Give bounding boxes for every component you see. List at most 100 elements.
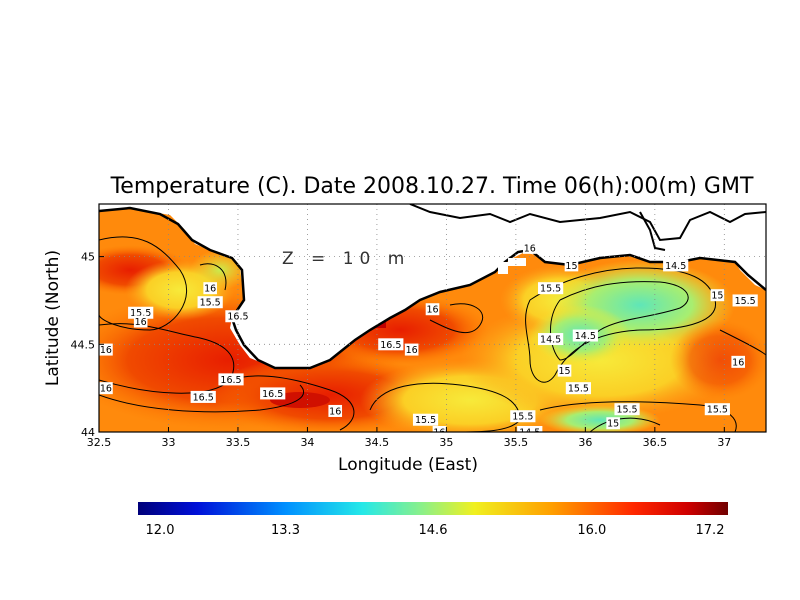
contour-label-text: 16.5 xyxy=(380,340,401,351)
contour-label: 16.5 xyxy=(260,387,286,400)
y-tick-label: 44 xyxy=(81,426,95,439)
colorbar-tick-label: 13.3 xyxy=(271,523,300,538)
x-tick-label: 33.5 xyxy=(226,436,251,449)
contour-label-box xyxy=(572,329,598,342)
contour-label: 16 xyxy=(133,315,148,328)
contour-label-text: 15 xyxy=(565,261,577,272)
contour-label-box xyxy=(538,333,564,346)
x-tick-label: 36.5 xyxy=(643,436,668,449)
contour-label-text: 14.5 xyxy=(665,261,686,272)
contour-label-box xyxy=(565,382,592,395)
contour-label-box xyxy=(203,282,217,295)
x-tick-label: 34.5 xyxy=(365,436,390,449)
depth-label: Z = 10 m xyxy=(282,249,410,269)
contour-label: 15.5 xyxy=(614,403,640,416)
contour-label-text: 15.5 xyxy=(707,405,728,416)
contour-label-text: 15 xyxy=(711,291,723,302)
contour-label-box xyxy=(510,410,536,423)
map-grid xyxy=(99,204,766,432)
contour-label-text: 14.5 xyxy=(519,428,540,439)
contour-label-text: 15.5 xyxy=(568,384,589,395)
contour-label-text: 15.5 xyxy=(735,296,756,307)
contour-label: 14.5 xyxy=(517,426,543,439)
contour-label: 16.5 xyxy=(378,338,404,351)
chart-title: Temperature (C). Date 2008.10.27. Time 0… xyxy=(110,174,754,199)
colorbar xyxy=(138,502,728,515)
azov-coastline xyxy=(409,204,766,242)
x-axis-label: Longitude (East) xyxy=(338,455,478,475)
contour-label: 16 xyxy=(425,303,440,316)
x-tick-label: 34 xyxy=(300,436,314,449)
contour-label: 15.5 xyxy=(732,294,758,307)
contour-label-text: 16.5 xyxy=(220,375,241,386)
contour-label-box xyxy=(732,294,758,307)
x-tick-label: 37 xyxy=(717,436,731,449)
contour-label: 16 xyxy=(404,343,419,356)
contour-label: 16 xyxy=(328,404,343,417)
contour-label-text: 16 xyxy=(100,345,112,356)
contour-label: 16 xyxy=(99,343,113,356)
x-tick-label: 36 xyxy=(578,436,592,449)
contour-label-text: 16 xyxy=(204,284,216,295)
contour-label-text: 15 xyxy=(607,419,619,430)
contour-label-box xyxy=(663,259,689,272)
contour-label-box xyxy=(99,343,113,356)
contour-label: 15.5 xyxy=(538,282,564,295)
contour-label-box xyxy=(328,404,343,417)
contour-label-text: 15.5 xyxy=(616,405,637,416)
contour-label-box xyxy=(731,355,746,368)
contour-label: 16 xyxy=(432,426,447,439)
contour-label-box xyxy=(432,426,447,432)
x-tick-label: 35.5 xyxy=(504,436,529,449)
contour-label-text: 16.5 xyxy=(193,392,214,403)
coastline xyxy=(99,206,766,370)
contour-label: 15.5 xyxy=(197,296,223,309)
contour-label-box xyxy=(517,426,543,432)
x-tick-label: 33 xyxy=(161,436,175,449)
contour-label-box xyxy=(606,417,620,430)
y-tick-label: 45 xyxy=(81,251,95,264)
contour-label-box xyxy=(133,315,148,328)
contour-label-box xyxy=(378,338,404,351)
contour-label: 14.5 xyxy=(572,329,598,342)
contour-label-box xyxy=(190,390,216,403)
x-tick-label: 35 xyxy=(439,436,453,449)
colorbar-tick-label: 16.0 xyxy=(577,523,606,538)
contour-label-text: 14.5 xyxy=(575,331,596,342)
contour-label: 15 xyxy=(557,364,572,377)
colorbar-tick-label: 14.6 xyxy=(419,523,448,538)
crimea-land xyxy=(99,204,766,368)
x-axis-ticks: 32.5 33 33.5 34 34.5 35 35.5 36 36.5 37 xyxy=(87,427,731,449)
contour-label-text: 16 xyxy=(433,428,445,439)
colorbar-ticks: 12.0 13.3 14.6 16.0 17.2 xyxy=(146,523,725,538)
contour-label-text: 16.5 xyxy=(262,389,283,400)
contour-label: 14.5 xyxy=(538,333,564,346)
contour-label: 16.5 xyxy=(218,373,244,386)
colorbar-tick-label: 12.0 xyxy=(146,523,175,538)
contour-label-box xyxy=(197,296,223,309)
contour-label-text: 15.5 xyxy=(200,298,221,309)
contour-label-box xyxy=(614,403,640,416)
colorbar-tick-label: 17.2 xyxy=(696,523,725,538)
y-axis-ticks: 45 44.5 44 xyxy=(71,251,104,439)
contour-label-text: 16 xyxy=(100,384,112,395)
contour-lines xyxy=(99,236,766,432)
contour-label-box xyxy=(710,289,725,302)
contour-label-text: 15.5 xyxy=(540,284,561,295)
contour-label-box xyxy=(425,303,440,316)
contour-label-box xyxy=(704,403,730,416)
contour-labels: 16 15 14.5 15.5 15 15.5 16 15.5 15.5 16.5 16 16 14.5… xyxy=(99,241,758,439)
contour-label-text: 16 xyxy=(406,345,418,356)
contour-label: 16 xyxy=(731,355,746,368)
y-tick-label: 44.5 xyxy=(71,338,96,351)
contour-label-box xyxy=(218,373,244,386)
contour-label: 15.5 xyxy=(704,403,730,416)
contour-label: 14.5 xyxy=(663,259,689,272)
contour-label: 15.5 xyxy=(412,413,439,426)
contour-label-text: 16 xyxy=(135,317,147,328)
contour-label-box xyxy=(404,343,419,356)
contour-label-box xyxy=(564,259,579,272)
contour-label-text: 16 xyxy=(524,243,536,254)
contour-label: 16.5 xyxy=(190,390,216,403)
